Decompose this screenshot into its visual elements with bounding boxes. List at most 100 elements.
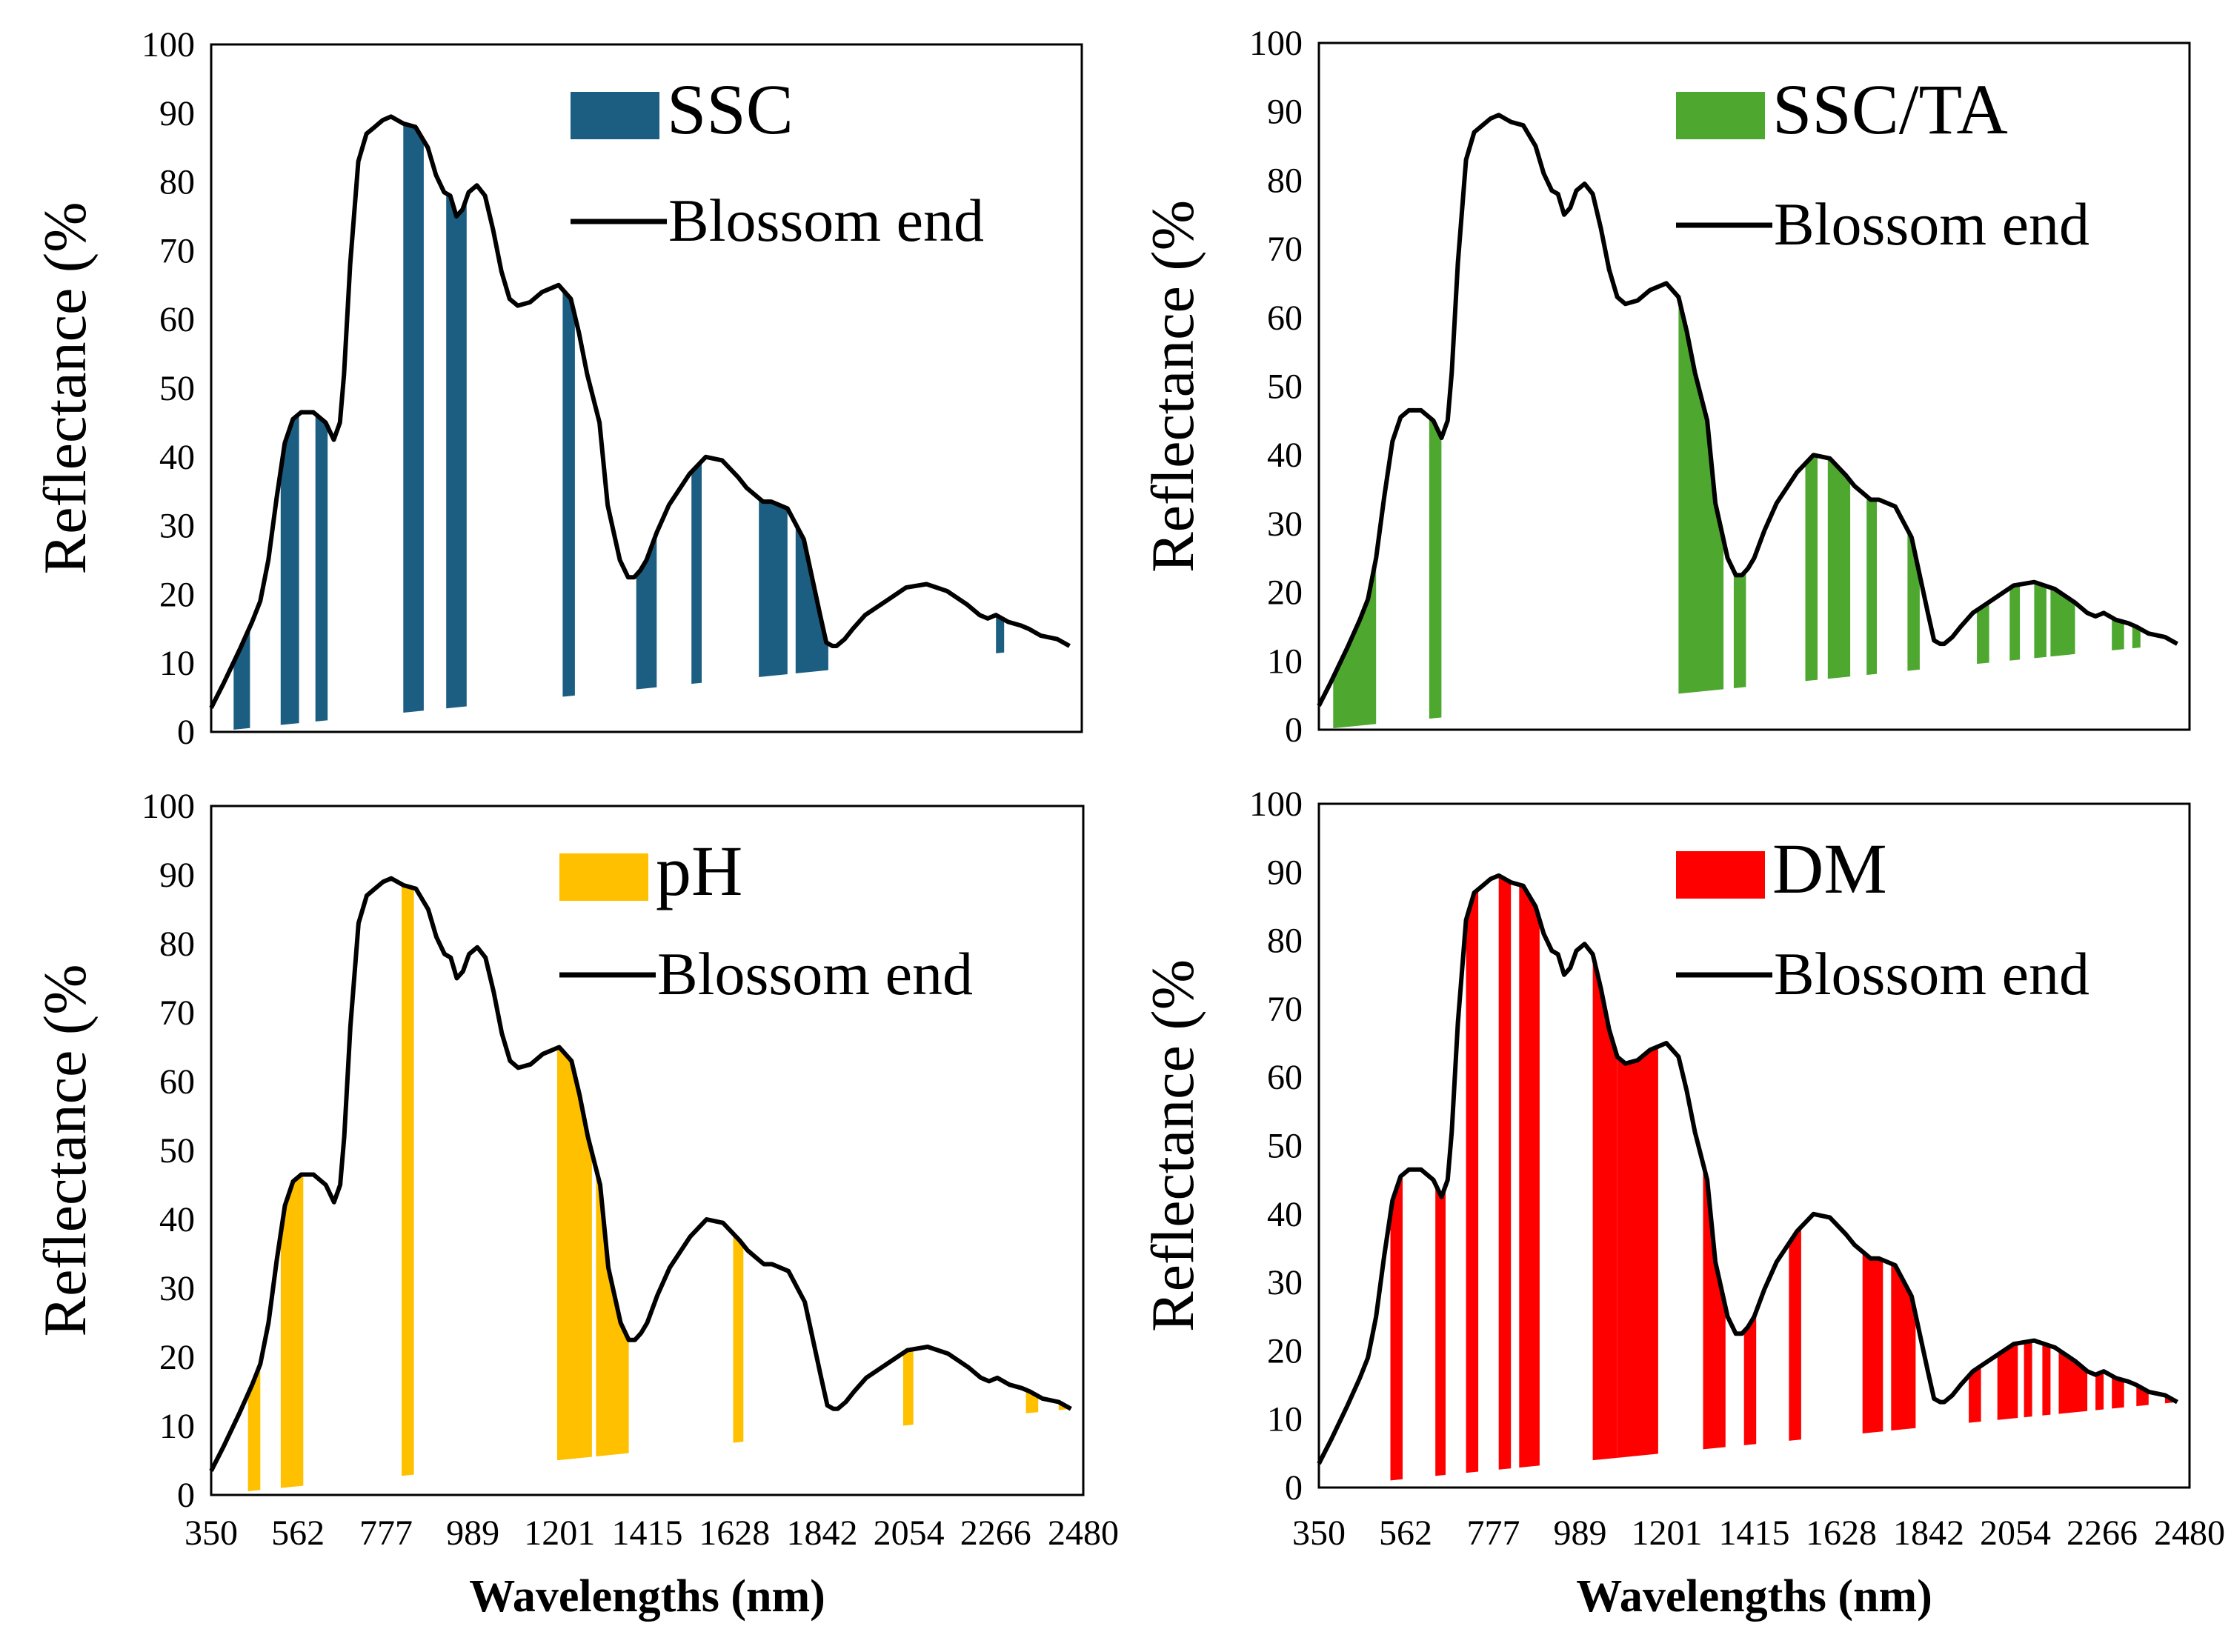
- y-tick-label: 20: [1267, 573, 1303, 613]
- x-tick-label: 2266: [960, 1513, 1031, 1553]
- chart-panel-ssc: 0 10 20 30 40 50 60 70 80 90 100 Reflectance (% SSC B…: [31, 25, 1083, 752]
- x-tick-label: 1628: [1806, 1513, 1877, 1553]
- y-tick-label: 50: [1267, 1127, 1303, 1166]
- x-tick-label: 350: [184, 1513, 238, 1553]
- x-tick-label: 562: [1379, 1513, 1432, 1553]
- legend-swatch: [571, 92, 659, 139]
- y-tick-label: 90: [159, 856, 195, 895]
- y-tick-label: 90: [1267, 853, 1303, 892]
- y-tick-label: 100: [1249, 785, 1303, 824]
- x-axis-label: Wavelengths (nm): [469, 1571, 825, 1622]
- blossom-end-line: [1317, 113, 2178, 707]
- y-tick-label: 70: [1267, 990, 1303, 1029]
- y-axis-label: Reflectance (%: [31, 964, 99, 1336]
- band-ssc-4: [446, 116, 467, 732]
- y-tick-label: 100: [142, 787, 195, 826]
- y-tick-label: 40: [1267, 1195, 1303, 1234]
- y-axis-label: Reflectance (%: [31, 201, 99, 574]
- y-tick-label: 0: [177, 1476, 195, 1515]
- band-ssc-3: [403, 116, 424, 732]
- x-tick-label: 989: [446, 1513, 499, 1553]
- legend-label-blossom-end: Blossom end: [657, 940, 973, 1007]
- chart-panel-ssc-ta: 0 10 20 30 40 50 60 70 80 90 100 Reflectance (% SSC/…: [1139, 24, 2191, 750]
- legend-swatch: [1676, 851, 1765, 899]
- legend-label-ph: pH: [656, 831, 742, 910]
- y-tick-label: 0: [1285, 1468, 1303, 1508]
- x-tick-label: 1842: [786, 1513, 857, 1553]
- y-tick-label: 90: [159, 94, 195, 133]
- y-tick-label: 80: [1267, 922, 1303, 961]
- y-axis-label: Reflectance (%: [1139, 959, 1206, 1332]
- y-tick-label: 50: [159, 369, 195, 408]
- y-tick-label: 80: [159, 163, 195, 202]
- y-tick-label: 80: [159, 925, 195, 964]
- x-tick-label: 777: [359, 1513, 413, 1553]
- legend-label-blossom-end: Blossom end: [668, 187, 984, 254]
- x-tick-label: 777: [1467, 1513, 1520, 1553]
- x-tick-label: 989: [1554, 1513, 1607, 1553]
- x-tick-label: 2480: [1048, 1513, 1119, 1553]
- x-tick-label: 562: [271, 1513, 325, 1553]
- x-tick-label: 2480: [2154, 1513, 2225, 1553]
- legend-swatch: [559, 853, 648, 901]
- y-tick-label: 40: [159, 1200, 195, 1239]
- y-tick-label: 60: [1267, 299, 1303, 338]
- legend-label-blossom-end: Blossom end: [1774, 940, 2089, 1007]
- legend: DM Blossom end: [1676, 829, 2089, 1007]
- y-tick-label: 60: [159, 1062, 195, 1102]
- band-dm-2: [1466, 875, 1479, 1488]
- blossom-end-line: [209, 876, 1072, 1472]
- y-tick-label: 30: [1267, 504, 1303, 544]
- legend: SSC/TA Blossom end: [1676, 70, 2089, 258]
- legend-label-ssc-ta: SSC/TA: [1772, 70, 2008, 149]
- y-tick-label: 30: [1267, 1263, 1303, 1302]
- legend: SSC Blossom end: [571, 70, 984, 254]
- legend: pH Blossom end: [559, 831, 973, 1007]
- y-tick-label: 10: [1267, 1400, 1303, 1439]
- legend-label-blossom-end: Blossom end: [1774, 190, 2089, 258]
- y-tick-label: 20: [1267, 1331, 1303, 1370]
- y-tick-label: 60: [1267, 1058, 1303, 1097]
- y-tick-label: 50: [159, 1131, 195, 1170]
- y-tick-label: 60: [159, 300, 195, 339]
- y-tick-label: 10: [1267, 642, 1303, 681]
- x-tick-label: 2054: [1980, 1513, 2051, 1553]
- blossom-end-line: [1317, 873, 2178, 1465]
- y-tick-label: 10: [159, 644, 195, 683]
- chart-panel-dm: 0 10 20 30 40 50 60 70 80 90 100 Reflectance (% 350 5…: [1139, 785, 2225, 1622]
- x-tick-label: 1628: [699, 1513, 770, 1553]
- y-tick-label: 10: [159, 1407, 195, 1446]
- y-tick-label: 50: [1267, 367, 1303, 407]
- x-tick-label: 2054: [874, 1513, 945, 1553]
- x-axis-label: Wavelengths (nm): [1576, 1571, 1932, 1622]
- x-tick-label: 1842: [1893, 1513, 1964, 1553]
- chart-panel-ph: 0 10 20 30 40 50 60 70 80 90 100 Reflectance (% 350 5…: [31, 787, 1119, 1622]
- y-tick-label: 40: [159, 438, 195, 477]
- y-tick-label: 70: [159, 993, 195, 1033]
- y-tick-label: 40: [1267, 436, 1303, 475]
- y-tick-label: 30: [159, 507, 195, 546]
- y-tick-label: 70: [159, 231, 195, 270]
- y-tick-label: 100: [142, 25, 195, 64]
- legend-label-ssc: SSC: [667, 70, 794, 149]
- y-tick-label: 70: [1267, 230, 1303, 269]
- x-tick-label: 2266: [2067, 1513, 2138, 1553]
- legend-label-dm: DM: [1772, 829, 1887, 908]
- y-tick-label: 0: [177, 713, 195, 752]
- y-axis-label: Reflectance (%: [1139, 200, 1206, 573]
- band-dm-3: [1498, 875, 1512, 1488]
- x-tick-label: 1415: [1719, 1513, 1790, 1553]
- y-tick-label: 90: [1267, 93, 1303, 132]
- plot-frame: [210, 805, 1085, 1496]
- y-tick-label: 80: [1267, 161, 1303, 200]
- x-tick-label: 1201: [524, 1513, 595, 1553]
- y-tick-label: 20: [159, 575, 195, 614]
- y-tick-label: 30: [159, 1269, 195, 1308]
- band-ph-2: [402, 878, 414, 1495]
- x-tick-label: 1415: [612, 1513, 683, 1553]
- legend-swatch: [1676, 92, 1765, 139]
- x-tick-label: 1201: [1631, 1513, 1702, 1553]
- y-tick-label: 20: [159, 1338, 195, 1377]
- band-dm-4: [1519, 875, 1540, 1488]
